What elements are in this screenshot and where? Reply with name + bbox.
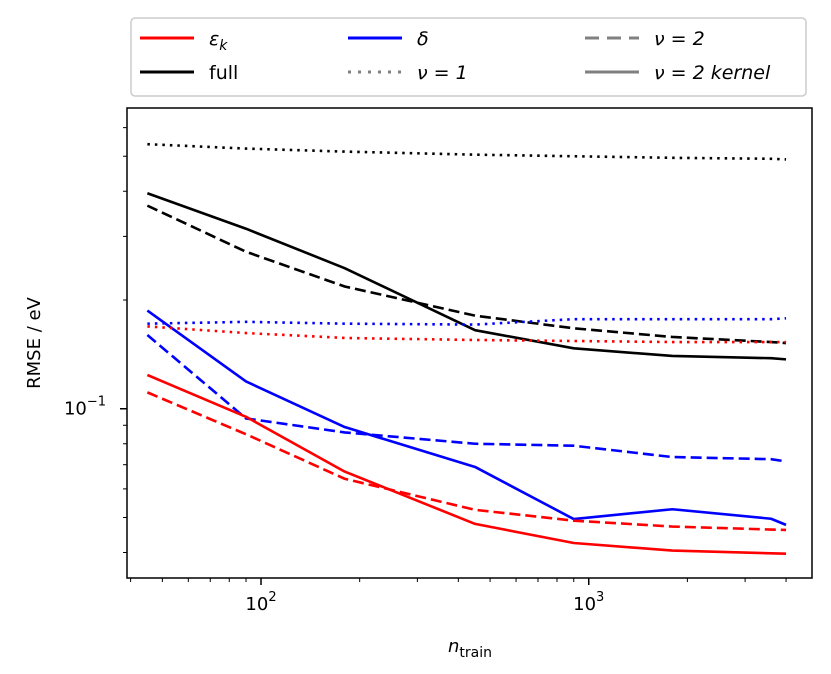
series-group xyxy=(146,142,787,555)
legend-label: εk xyxy=(209,28,228,54)
x-axis-label-sub: train xyxy=(459,645,492,661)
series-line-dotted-3 xyxy=(147,316,787,326)
legend-label-main: ε xyxy=(209,28,219,50)
series-line-dashed-8 xyxy=(146,391,787,532)
axes-frame xyxy=(126,107,813,579)
legend-label-main: ν = 2 kernel xyxy=(654,62,771,84)
x-tick-label: 103 xyxy=(573,590,604,615)
legend-label-main: full xyxy=(209,62,238,84)
legend-label-sub: k xyxy=(219,38,228,54)
legend-frame xyxy=(130,17,807,97)
legend-label-main: ν = 1 xyxy=(417,62,468,84)
series-line-dotted-0 xyxy=(147,142,787,161)
y-tick-label: 10−1 xyxy=(64,395,106,420)
y-tick-label-base: 10 xyxy=(64,399,87,420)
series-line-dashed-5 xyxy=(146,334,787,463)
x-tick-label-base: 10 xyxy=(573,594,596,615)
series-line-solid-7 xyxy=(146,373,787,555)
legend-label: ν = 1 xyxy=(417,62,468,84)
x-tick-label-exp: 3 xyxy=(596,590,604,605)
legend: εk δ ν = 2 full ν = 1 ν = 2 kernel xyxy=(130,17,807,97)
y-tick-label-exp: −1 xyxy=(87,395,106,410)
legend-label: δ xyxy=(417,28,429,50)
legend-entries: εk δ ν = 2 full ν = 1 ν = 2 kernel xyxy=(140,28,771,84)
plot-area: 102 103 10−1 xyxy=(64,107,813,615)
legend-label: ν = 2 xyxy=(654,28,705,50)
series-line-dotted-6 xyxy=(147,325,787,344)
x-axis-label: ntrain xyxy=(448,636,492,661)
y-ticks: 10−1 xyxy=(64,127,127,554)
legend-label: ν = 2 kernel xyxy=(654,62,771,84)
x-ticks: 102 103 xyxy=(130,578,787,615)
x-axis-label-base: n xyxy=(448,636,459,657)
legend-label: full xyxy=(209,62,238,84)
series-line-solid-4 xyxy=(146,309,787,527)
x-tick-label-exp: 2 xyxy=(268,590,276,605)
y-axis-label: RMSE / eV xyxy=(24,296,45,388)
x-tick-label-base: 10 xyxy=(245,594,268,615)
legend-label-main: δ xyxy=(417,28,429,50)
x-tick-label: 102 xyxy=(245,590,276,615)
legend-label-main: ν = 2 xyxy=(654,28,705,50)
